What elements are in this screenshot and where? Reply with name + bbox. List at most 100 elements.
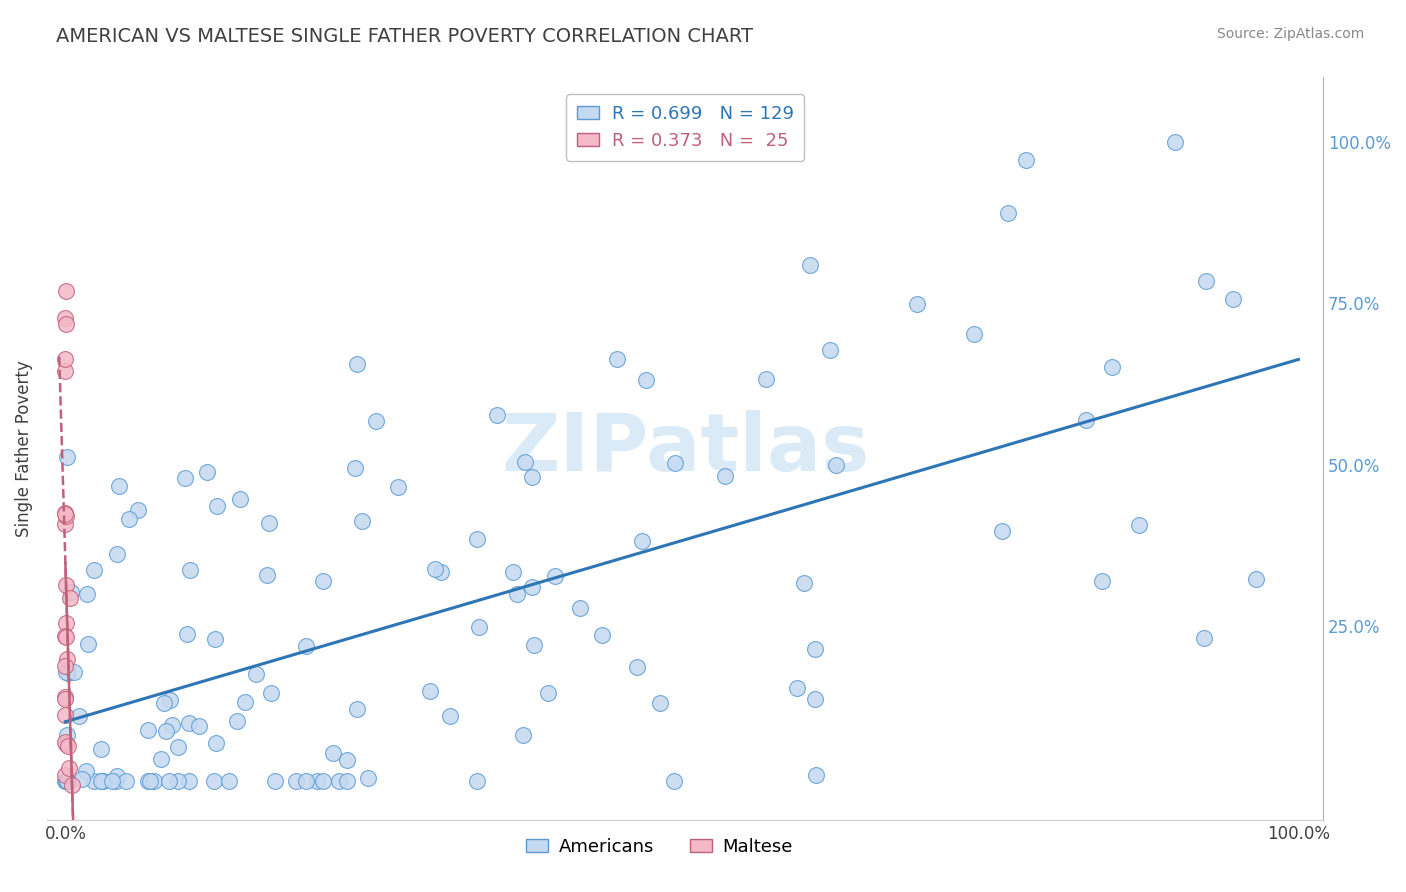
Point [636, 373, 658, 387]
Point [56, 774, 79, 789]
Point [1244, 572, 1267, 586]
Point [56, 652, 79, 666]
Point [105, 547, 128, 561]
Point [799, 258, 821, 272]
Point [76, 637, 98, 651]
Point [350, 514, 373, 528]
Point [328, 774, 350, 789]
Point [55, 509, 77, 524]
Point [67, 708, 90, 723]
Point [174, 471, 197, 485]
Point [804, 768, 827, 782]
Point [155, 724, 177, 739]
Point [648, 696, 671, 710]
Point [56, 450, 79, 464]
Point [520, 580, 543, 594]
Point [312, 574, 335, 588]
Point [626, 659, 648, 673]
Point [544, 569, 567, 583]
Point [312, 774, 335, 789]
Point [245, 666, 267, 681]
Point [569, 601, 592, 615]
Point [364, 414, 387, 428]
Point [357, 771, 380, 785]
Point [105, 769, 128, 783]
Point [1222, 292, 1244, 306]
Point [55, 516, 77, 531]
Point [115, 774, 138, 789]
Point [522, 470, 544, 484]
Point [166, 739, 188, 754]
Point [1195, 274, 1218, 288]
Point [56, 739, 79, 753]
Y-axis label: Single Father Poverty: Single Father Poverty [15, 360, 32, 537]
Point [59, 591, 82, 606]
Point [257, 516, 280, 531]
Point [75, 764, 97, 778]
Point [91, 774, 114, 789]
Point [1128, 517, 1150, 532]
Point [218, 774, 240, 789]
Point [485, 408, 508, 422]
Point [104, 774, 127, 789]
Point [307, 774, 329, 789]
Point [55, 311, 77, 326]
Point [336, 774, 359, 789]
Point [55, 768, 77, 782]
Point [58, 761, 80, 775]
Point [226, 714, 249, 728]
Point [55, 284, 77, 298]
Point [55, 364, 77, 378]
Point [263, 774, 285, 789]
Point [513, 455, 536, 469]
Point [1101, 360, 1123, 375]
Point [804, 642, 827, 657]
Point [714, 468, 737, 483]
Point [55, 728, 77, 742]
Point [55, 708, 77, 723]
Point [55, 578, 77, 592]
Point [963, 326, 986, 341]
Point [55, 774, 77, 789]
Point [83, 563, 105, 577]
Point [346, 357, 368, 371]
Point [204, 774, 226, 789]
Point [793, 575, 815, 590]
Point [55, 630, 77, 644]
Point [70, 772, 93, 786]
Point [179, 774, 201, 789]
Point [179, 563, 201, 577]
Point [423, 562, 446, 576]
Point [176, 627, 198, 641]
Point [804, 692, 827, 706]
Point [295, 774, 318, 789]
Point [502, 565, 524, 579]
Point [127, 503, 149, 517]
Point [664, 774, 686, 789]
Point [108, 478, 131, 492]
Point [430, 565, 453, 579]
Point [55, 665, 77, 679]
Point [387, 480, 409, 494]
Point [295, 639, 318, 653]
Point [55, 774, 77, 789]
Point [55, 691, 77, 706]
Point [60, 778, 83, 792]
Point [136, 723, 159, 737]
Legend: Americans, Maltese: Americans, Maltese [519, 830, 800, 863]
Point [343, 461, 366, 475]
Point [229, 491, 252, 506]
Point [55, 615, 77, 630]
Point [55, 629, 77, 643]
Point [167, 774, 190, 789]
Point [157, 774, 180, 789]
Point [56, 774, 79, 789]
Point [55, 506, 77, 520]
Text: Source: ZipAtlas.com: Source: ZipAtlas.com [1216, 27, 1364, 41]
Point [55, 659, 77, 673]
Point [159, 693, 181, 707]
Point [235, 695, 257, 709]
Point [136, 774, 159, 789]
Point [177, 715, 200, 730]
Point [755, 372, 778, 386]
